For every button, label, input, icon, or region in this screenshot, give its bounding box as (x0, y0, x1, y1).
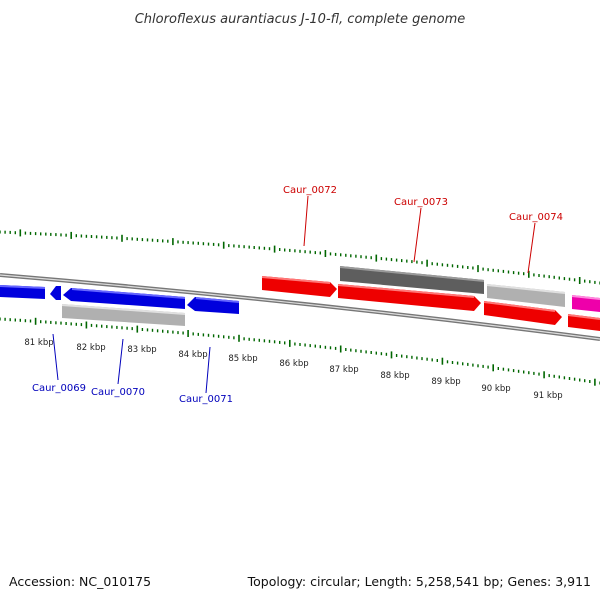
kbp-label: 82 kbp (76, 343, 105, 353)
gene-label-caur-0070[interactable]: Caur_0070 (91, 387, 145, 398)
kbp-label: 81 kbp (24, 338, 53, 348)
gene-grey-0074[interactable] (486, 284, 566, 307)
kbp-label: 83 kbp (127, 345, 156, 355)
gene-caur-0071[interactable] (187, 297, 240, 314)
kbp-label: 91 kbp (533, 391, 562, 401)
kbp-axis-labels: 81 kbp 82 kbp 83 kbp 84 kbp 85 kbp 86 kb… (24, 338, 562, 401)
gene-caur-0070[interactable] (63, 288, 186, 309)
kbp-label: 90 kbp (481, 384, 510, 394)
genome-backbone (0, 273, 600, 341)
kbp-label: 84 kbp (178, 350, 207, 360)
kbp-label: 86 kbp (279, 359, 308, 369)
gene-caur-0073[interactable] (337, 284, 481, 311)
gene-caur-0068[interactable] (0, 285, 46, 299)
gene-caur-0075[interactable] (567, 314, 600, 331)
accession-text: Accession: NC_010175 (9, 574, 151, 589)
kbp-label: 85 kbp (228, 354, 257, 364)
gene-grey-0073[interactable] (339, 266, 485, 294)
gene-caur-0076[interactable] (571, 295, 600, 312)
gene-label-caur-0071[interactable]: Caur_0071 (179, 394, 233, 405)
gene-label-caur-0074[interactable]: Caur_0074 (509, 212, 563, 223)
gene-caur-0069[interactable] (50, 286, 61, 300)
gene-grey-0070[interactable] (61, 304, 186, 326)
label-leaders (52, 195, 536, 394)
outer-tick-row (0, 229, 600, 285)
map-title: Chloroflexus aurantiacus J-10-fl, comple… (135, 12, 466, 27)
kbp-label: 88 kbp (380, 371, 409, 381)
kbp-label: 87 kbp (329, 365, 358, 375)
kbp-label: 89 kbp (431, 377, 460, 387)
gene-label-caur-0072[interactable]: Caur_0072 (283, 185, 337, 196)
inner-tick-row (0, 317, 600, 386)
gene-label-caur-0073[interactable]: Caur_0073 (394, 197, 448, 208)
gene-label-caur-0069[interactable]: Caur_0069 (32, 383, 86, 394)
gene-caur-0074[interactable] (483, 301, 562, 325)
gene-caur-0072[interactable] (261, 276, 337, 297)
genome-summary-text: Topology: circular; Length: 5,258,541 bp… (247, 574, 591, 589)
